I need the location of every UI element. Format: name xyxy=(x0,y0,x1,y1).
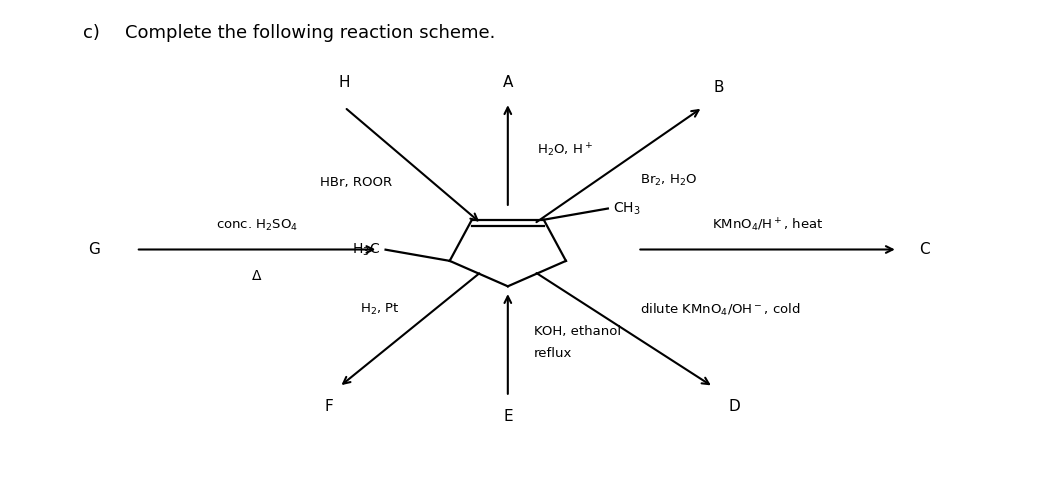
Text: D: D xyxy=(729,399,740,414)
Text: dilute KMnO$_4$/OH$^-$, cold: dilute KMnO$_4$/OH$^-$, cold xyxy=(639,301,800,318)
Text: B: B xyxy=(714,80,724,95)
Text: Br$_2$, H$_2$O: Br$_2$, H$_2$O xyxy=(639,173,697,188)
Text: F: F xyxy=(324,399,333,414)
Text: C: C xyxy=(919,242,929,257)
Text: conc. H$_2$SO$_4$: conc. H$_2$SO$_4$ xyxy=(216,218,298,233)
Text: c): c) xyxy=(83,24,100,42)
Text: HBr, ROOR: HBr, ROOR xyxy=(320,176,392,189)
Text: KMnO$_4$/H$^+$, heat: KMnO$_4$/H$^+$, heat xyxy=(712,216,823,234)
Text: E: E xyxy=(503,409,513,424)
Text: H$_2$O, H$^+$: H$_2$O, H$^+$ xyxy=(537,141,594,159)
Text: Complete the following reaction scheme.: Complete the following reaction scheme. xyxy=(125,24,496,42)
Text: H$_2$, Pt: H$_2$, Pt xyxy=(360,302,399,317)
Text: $\Delta$: $\Delta$ xyxy=(252,269,262,283)
Text: H$_3$C: H$_3$C xyxy=(353,242,380,258)
Text: KOH, ethanol: KOH, ethanol xyxy=(534,325,621,338)
Text: A: A xyxy=(502,75,513,90)
Text: G: G xyxy=(88,242,100,257)
Text: CH$_3$: CH$_3$ xyxy=(613,200,640,217)
Text: reflux: reflux xyxy=(534,347,572,360)
Text: H: H xyxy=(339,75,350,90)
